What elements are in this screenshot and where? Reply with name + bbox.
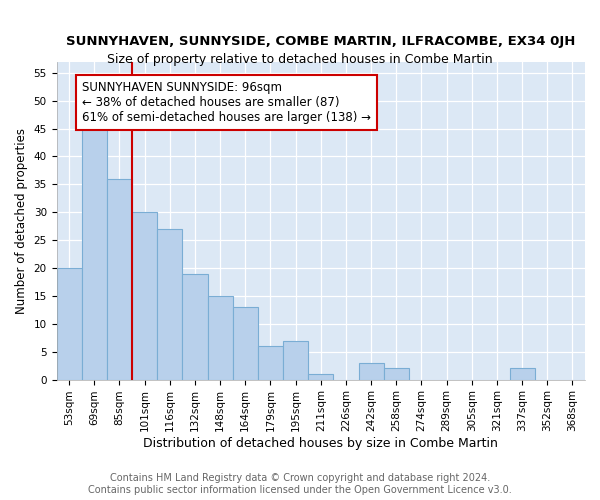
Text: SUNNYHAVEN SUNNYSIDE: 96sqm
← 38% of detached houses are smaller (87)
61% of sem: SUNNYHAVEN SUNNYSIDE: 96sqm ← 38% of det… xyxy=(82,81,371,124)
Bar xyxy=(509,368,535,380)
Y-axis label: Number of detached properties: Number of detached properties xyxy=(15,128,28,314)
Bar xyxy=(383,368,409,380)
Bar xyxy=(308,374,334,380)
Text: Contains HM Land Registry data © Crown copyright and database right 2024.
Contai: Contains HM Land Registry data © Crown c… xyxy=(88,474,512,495)
Bar xyxy=(359,363,383,380)
Title: SUNNYHAVEN, SUNNYSIDE, COMBE MARTIN, ILFRACOMBE, EX34 0JH: SUNNYHAVEN, SUNNYSIDE, COMBE MARTIN, ILF… xyxy=(66,35,575,48)
Text: Size of property relative to detached houses in Combe Martin: Size of property relative to detached ho… xyxy=(107,52,493,66)
X-axis label: Distribution of detached houses by size in Combe Martin: Distribution of detached houses by size … xyxy=(143,437,498,450)
Bar xyxy=(233,307,258,380)
Bar xyxy=(283,340,308,380)
Bar xyxy=(258,346,283,380)
Bar xyxy=(82,128,107,380)
Bar xyxy=(56,268,82,380)
Bar xyxy=(157,229,182,380)
Bar xyxy=(182,274,208,380)
Bar xyxy=(132,212,157,380)
Bar xyxy=(208,296,233,380)
Bar xyxy=(107,179,132,380)
